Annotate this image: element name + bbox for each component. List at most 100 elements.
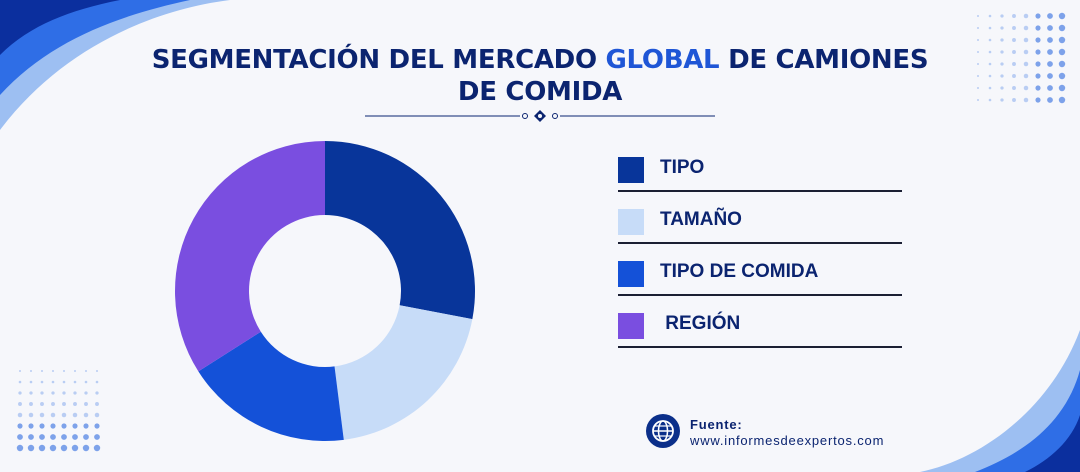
- decorative-dot: [977, 99, 979, 101]
- decorative-dot: [1023, 85, 1029, 91]
- legend-label-tamano: TAMAÑO: [660, 209, 742, 230]
- legend-swatch-region: [618, 313, 644, 339]
- decorative-dot: [95, 391, 99, 395]
- decorative-dot: [51, 380, 55, 384]
- decorative-dot: [84, 380, 88, 384]
- decorative-dot: [62, 380, 66, 384]
- decorative-dot: [50, 423, 56, 429]
- decorative-dot: [977, 51, 979, 53]
- decorative-dot: [1000, 50, 1004, 54]
- decorative-dot: [1012, 74, 1016, 78]
- decorative-dot: [988, 86, 992, 90]
- decorative-dot: [94, 434, 100, 440]
- decorative-dot: [977, 63, 979, 65]
- decorative-dot: [1012, 86, 1016, 90]
- title-highlight: GLOBAL: [605, 45, 720, 75]
- decorative-dot: [51, 402, 55, 406]
- decorative-dot: [73, 380, 77, 384]
- decorative-dot: [1047, 37, 1053, 43]
- decorative-dot: [96, 370, 98, 372]
- decorative-dot: [95, 402, 99, 406]
- decorative-dot: [1058, 60, 1066, 68]
- decorative-dot: [1047, 25, 1053, 31]
- bottom-left-dot-grid: [16, 370, 101, 452]
- decorative-dot: [49, 444, 57, 452]
- source-url[interactable]: www.informesdeexpertos.com: [690, 433, 885, 448]
- decorative-dot: [41, 370, 43, 372]
- top-left-wave-decoration: [0, 0, 230, 130]
- decorative-dot: [18, 402, 22, 406]
- decorative-dot: [29, 380, 33, 384]
- decorative-dot: [977, 39, 979, 41]
- decorative-dot: [39, 412, 45, 418]
- decorative-dot: [72, 423, 78, 429]
- decorative-dot: [82, 444, 90, 452]
- legend-item-tipo-de-comida: TIPO DE COMIDA: [618, 244, 902, 296]
- donut-chart: [175, 141, 475, 441]
- decorative-dot: [74, 370, 76, 372]
- decorative-dot: [28, 412, 34, 418]
- decorative-dot: [40, 380, 44, 384]
- decorative-dot: [1047, 97, 1053, 103]
- decorative-dot: [1058, 36, 1066, 44]
- decorative-dot: [1058, 96, 1066, 104]
- decorative-dot: [1012, 14, 1016, 18]
- title-part2: DE CAMIONES: [719, 45, 929, 75]
- decorative-dot: [27, 444, 35, 452]
- decorative-dot: [1035, 25, 1041, 31]
- decorative-dot: [1000, 38, 1004, 42]
- legend-label-tipo-de-comida: TIPO DE COMIDA: [660, 261, 819, 282]
- decorative-dot: [988, 14, 992, 18]
- decorative-dot: [39, 423, 45, 429]
- decorative-dot: [988, 98, 992, 102]
- chart-title: SEGMENTACIÓN DEL MERCADO GLOBAL DE CAMIO…: [150, 44, 930, 108]
- decorative-dot: [29, 391, 33, 395]
- decorative-dot: [60, 444, 68, 452]
- legend-item-tamano: TAMAÑO: [618, 192, 902, 244]
- decorative-dot: [17, 412, 23, 418]
- decorative-dot: [1035, 49, 1041, 55]
- decorative-dot: [1000, 74, 1004, 78]
- decorative-dot: [1023, 25, 1029, 31]
- slice-region: [175, 141, 325, 372]
- decorative-dot: [977, 75, 979, 77]
- decorative-dot: [988, 38, 992, 42]
- decorative-dot: [18, 380, 22, 384]
- decorative-dot: [1047, 49, 1053, 55]
- decorative-dot: [29, 402, 33, 406]
- decorative-dot: [72, 434, 78, 440]
- decorative-dot: [1012, 98, 1016, 102]
- decorative-dot: [1023, 61, 1029, 67]
- decorative-dot: [1023, 37, 1029, 43]
- decorative-dot: [28, 434, 34, 440]
- decorative-dot: [1012, 62, 1016, 66]
- decorative-dot: [85, 370, 87, 372]
- top-right-dot-grid: [977, 12, 1066, 104]
- decorative-dot: [50, 434, 56, 440]
- decorative-dot: [40, 402, 44, 406]
- decorative-dot: [83, 412, 89, 418]
- chart-legend: TIPO TAMAÑO TIPO DE COMIDA REGIÓN: [618, 140, 902, 348]
- decorative-dot: [1058, 12, 1066, 20]
- decorative-dot: [977, 87, 979, 89]
- decorative-dot: [1035, 37, 1041, 43]
- decorative-dot: [1047, 13, 1053, 19]
- decorative-dot: [1000, 86, 1004, 90]
- bottom-right-wave-decoration: [920, 330, 1080, 472]
- decorative-dot: [1012, 26, 1016, 30]
- decorative-dot: [1058, 48, 1066, 56]
- decorative-dot: [977, 27, 979, 29]
- decorative-dot: [1047, 73, 1053, 79]
- decorative-dot: [1023, 49, 1029, 55]
- legend-swatch-tipo-de-comida: [618, 261, 644, 287]
- decorative-dot: [988, 50, 992, 54]
- decorative-dot: [1058, 24, 1066, 32]
- decorative-dot: [1023, 97, 1029, 103]
- legend-label-region: REGIÓN: [660, 313, 741, 334]
- legend-swatch-tamano: [618, 209, 644, 235]
- decorative-dot: [84, 402, 88, 406]
- decorative-dot: [73, 391, 77, 395]
- decorative-dot: [1023, 13, 1029, 19]
- decorative-dot: [38, 444, 46, 452]
- decorative-dot: [18, 391, 22, 395]
